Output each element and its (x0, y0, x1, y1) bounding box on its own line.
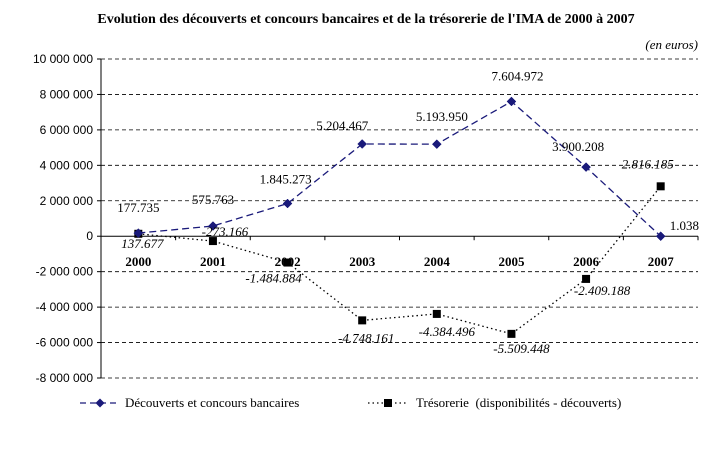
marker-decouverts (581, 162, 591, 172)
x-tick-label: 2004 (424, 254, 451, 269)
series-line-decouverts (138, 100, 662, 237)
data-label-tresorerie: 137.677 (121, 236, 164, 251)
series-lines (138, 100, 662, 335)
y-tick-labels: 10 000 000 8 000 000 6 000 000 4 000 000 2 0… (33, 52, 93, 385)
x-tick-label: 2000 (125, 254, 151, 269)
y-tick-label: 10 000 000 (33, 52, 93, 66)
data-label-decouverts: 5.193.950 (416, 109, 468, 124)
marker-decouverts (282, 198, 293, 209)
marker-tresorerie (358, 316, 367, 325)
data-label-decouverts: 177.735 (117, 200, 159, 215)
data-label-decouverts: 3.900.208 (552, 139, 604, 154)
marker-decouverts (655, 231, 666, 242)
marker-tresorerie (283, 258, 292, 267)
y-tick-label: -2 000 000 (36, 265, 94, 279)
y-tick-label: -6 000 000 (36, 336, 94, 350)
data-labels: 177.735 575.763 1.845.273 5.204.467 5.193.95… (117, 68, 699, 355)
legend-marker-tresorerie (384, 399, 392, 407)
y-tick-label: 0 (86, 229, 93, 243)
data-label-tresorerie: -5.509.448 (493, 341, 550, 356)
marker-tresorerie (582, 274, 591, 283)
marker-decouverts (357, 139, 368, 149)
marker-tresorerie (656, 182, 665, 191)
axes (97, 58, 699, 379)
marker-tresorerie (432, 309, 441, 318)
data-label-decouverts: 7.604.972 (491, 68, 543, 83)
data-label-tresorerie: -4.748.161 (338, 330, 394, 345)
marker-tresorerie (208, 237, 217, 246)
data-label-decouverts: 575.763 (192, 192, 234, 207)
data-label-decouverts: 1.038 (670, 218, 699, 233)
x-tick-label: 2001 (200, 254, 226, 269)
chart-subtitle: (en euros) (645, 37, 698, 52)
data-label-decouverts: 1.845.273 (260, 172, 312, 187)
data-label-tresorerie: -273.166 (202, 224, 249, 239)
marker-decouverts (133, 228, 144, 238)
marker-decouverts (506, 96, 517, 107)
x-tick-label: 2003 (349, 254, 376, 269)
x-tick-label: 2007 (648, 254, 675, 269)
legend: Découverts et concours bancaires Trésore… (80, 395, 621, 410)
y-tick-label: 6 000 000 (40, 123, 94, 137)
marker-decouverts (431, 139, 442, 150)
data-label-decouverts: 5.204.467 (316, 118, 369, 133)
data-label-tresorerie: -1.484.884 (245, 271, 302, 286)
x-tick-labels: 20002001200220032004200520062007 (125, 254, 674, 269)
series-line-tresorerie (138, 185, 662, 335)
x-tick-label: 2005 (498, 254, 525, 269)
grid-lines (101, 58, 698, 379)
data-label-tresorerie: -4.384.496 (419, 324, 476, 339)
marker-tresorerie (507, 329, 516, 338)
data-label-tresorerie: 2.816.185 (622, 156, 675, 171)
legend-label-tresorerie: Trésorerie (disponibilités - découverts) (416, 395, 621, 410)
legend-label-decouverts: Découverts et concours bancaires (125, 395, 299, 410)
data-label-tresorerie: -2.409.188 (574, 283, 631, 298)
y-tick-label: 8 000 000 (40, 87, 94, 101)
x-tick-label: 2006 (573, 254, 600, 269)
y-tick-label: -8 000 000 (36, 371, 94, 385)
y-tick-label: -4 000 000 (36, 300, 94, 314)
marker-decouverts (208, 221, 218, 231)
y-tick-label: 4 000 000 (40, 158, 94, 172)
chart-title: Evolution des découverts et concours ban… (97, 12, 634, 27)
series-markers (133, 96, 666, 338)
legend-marker-decouverts (95, 398, 105, 408)
plot-area (101, 59, 698, 378)
y-tick-label: 2 000 000 (40, 194, 94, 208)
